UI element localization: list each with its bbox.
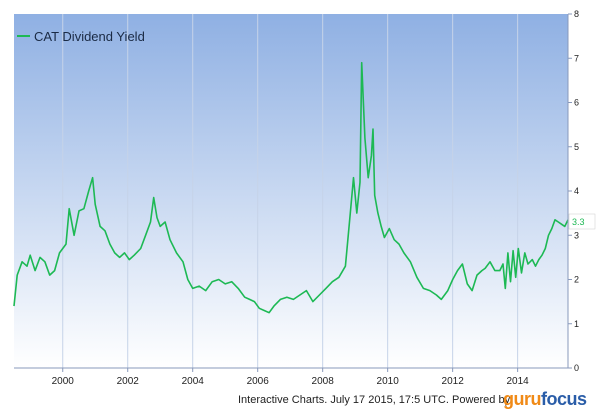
y-tick-label-6: 6 xyxy=(574,98,579,108)
y-tick-label-5: 5 xyxy=(574,142,579,152)
x-tick-label-2004: 2004 xyxy=(182,376,205,387)
last-value-label: 3.3 xyxy=(572,217,585,227)
y-tick-label-7: 7 xyxy=(574,53,579,63)
legend[interactable]: CAT Dividend Yield xyxy=(17,29,145,44)
y-axis-ticks: 0 1 2 3 4 5 6 7 8 xyxy=(568,9,579,373)
x-tick-label-2000: 2000 xyxy=(52,376,75,387)
y-tick-label-8: 8 xyxy=(574,9,579,19)
logo-guru: guru xyxy=(503,389,542,409)
y-tick-label-4: 4 xyxy=(574,186,579,196)
x-tick-label-2010: 2010 xyxy=(377,376,400,387)
x-tick-label-2012: 2012 xyxy=(442,376,465,387)
y-tick-label-0: 0 xyxy=(574,363,579,373)
x-tick-label-2006: 2006 xyxy=(247,376,270,387)
last-value-box xyxy=(568,213,596,230)
x-axis-ticks: 2000 2002 2004 2006 2008 2010 2012 2014 xyxy=(52,368,530,387)
gurufocus-logo[interactable]: gurufocus xyxy=(503,389,587,410)
footer-text: Interactive Charts. July 17 2015, 17:5 U… xyxy=(238,394,511,406)
y-tick-label-1: 1 xyxy=(574,319,579,329)
y-tick-label-2: 2 xyxy=(574,275,579,285)
y-tick-label-3: 3 xyxy=(574,230,579,240)
grid-lines xyxy=(62,14,519,368)
logo-focus: focus xyxy=(541,389,587,409)
last-value-tag: 3.3 xyxy=(568,213,596,230)
x-tick-label-2002: 2002 xyxy=(117,376,140,387)
x-tick-label-2014: 2014 xyxy=(507,376,530,387)
series-line-cat-dividend-yield[interactable] xyxy=(13,61,569,314)
x-tick-label-2008: 2008 xyxy=(312,376,335,387)
legend-label: CAT Dividend Yield xyxy=(34,29,145,44)
plot-background xyxy=(14,14,568,368)
